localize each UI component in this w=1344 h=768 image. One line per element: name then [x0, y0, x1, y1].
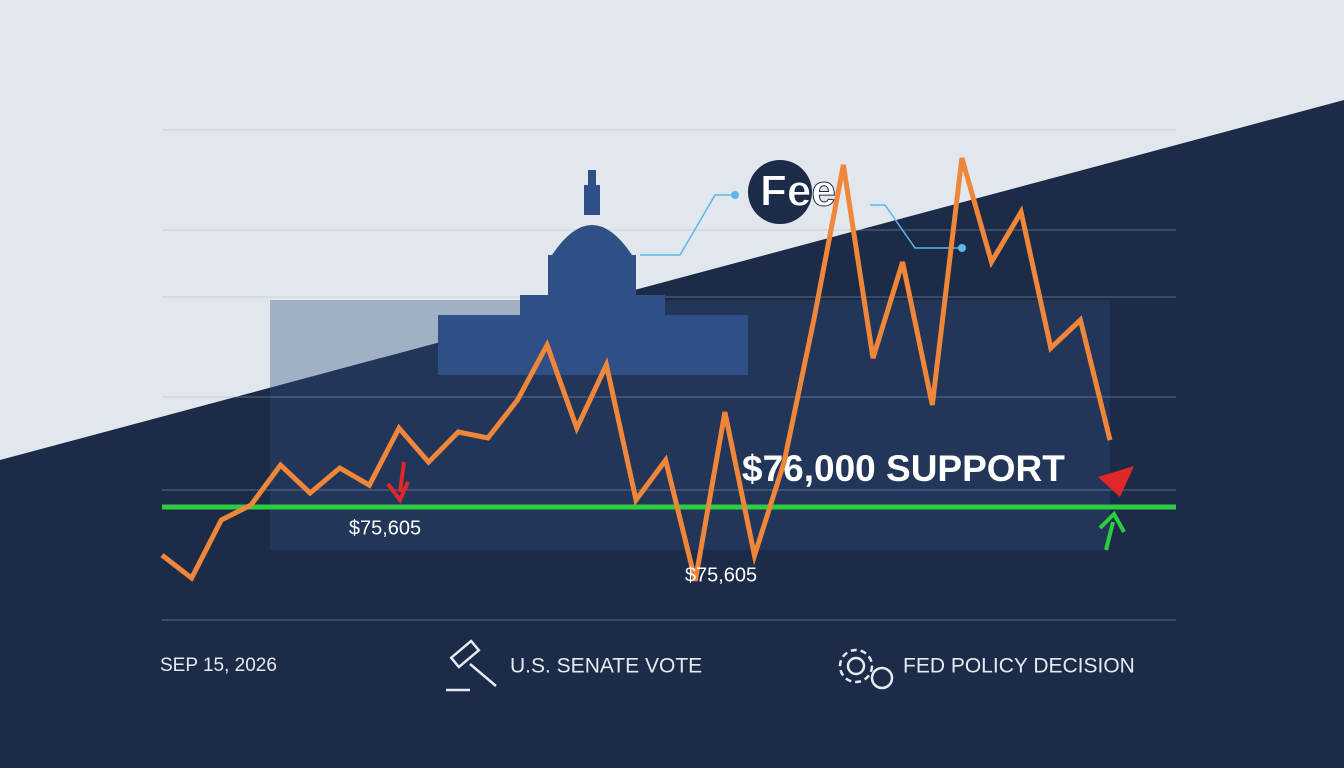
gavel-icon [446, 639, 497, 692]
gear-icon [838, 648, 894, 690]
gear-inner [846, 656, 866, 676]
price-annotation: $75,605 [685, 564, 757, 586]
capitol-lantern [584, 185, 600, 215]
capitol-spire [588, 170, 596, 188]
capitol-drum [548, 255, 636, 300]
capitol-wing [438, 315, 748, 375]
price-annotation: $75,605 [349, 517, 421, 539]
logo-connectors [640, 194, 962, 256]
question-gear [870, 666, 894, 690]
price-line [160, 157, 1113, 582]
support-label: $76,000 SUPPORT [742, 448, 1065, 489]
capitol [438, 170, 748, 375]
capitol-dome [552, 225, 632, 255]
down-arrow [386, 461, 410, 504]
grid [162, 129, 1176, 621]
gavel-head [449, 639, 481, 669]
up-arrow [1098, 510, 1126, 551]
sell-marker [1098, 466, 1134, 497]
footer-date: SEP 15, 2026 [160, 655, 277, 676]
connector-dot [731, 191, 739, 199]
connector-dot [958, 244, 966, 252]
logo-text: Fee [760, 167, 836, 216]
logo-badge [748, 160, 812, 224]
footer-event: FED POLICY DECISION [903, 655, 1135, 678]
gavel-handle [469, 663, 497, 687]
light-panel [0, 0, 1344, 460]
connector [640, 194, 735, 256]
gear-outer [838, 648, 874, 684]
plot: $76,000 SUPPORT $75,605 $75,605 [160, 157, 1176, 586]
connector [870, 204, 962, 249]
footer-event: U.S. SENATE VOTE [510, 655, 702, 678]
